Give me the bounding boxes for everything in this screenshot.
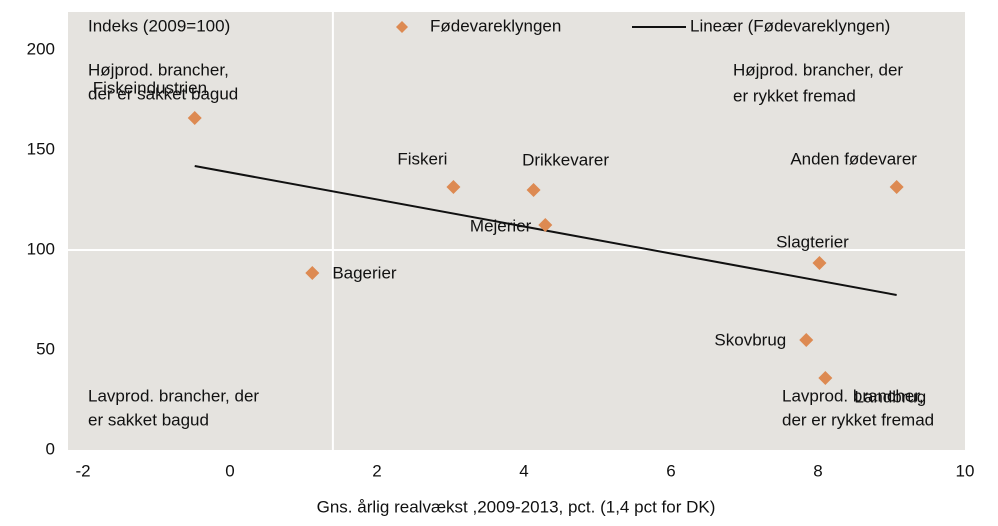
plot-background	[68, 12, 965, 450]
point-label: Drikkevarer	[522, 150, 609, 169]
quadrant-label: Højprod. brancher,	[88, 60, 229, 79]
x-tick-label: 4	[519, 461, 528, 480]
legend-marker	[396, 21, 408, 33]
x-axis-label: Gns. årlig realvækst ,2009-2013, pct. (1…	[317, 497, 716, 516]
y-tick-label: 200	[27, 39, 55, 58]
quadrant-label: Lavprod. brancher, der	[88, 386, 259, 405]
point	[187, 111, 202, 125]
point-label: Bagerier	[332, 263, 397, 282]
point	[526, 183, 541, 197]
quadrant-label: der er sakket bagud	[88, 84, 238, 103]
point	[889, 180, 904, 194]
y-tick-label: 0	[46, 439, 55, 458]
x-tick-label: 0	[225, 461, 234, 480]
point-label: Fiskeri	[397, 149, 447, 168]
legend-label: Fødevareklyngen	[430, 16, 561, 35]
point-label: Slagterier	[776, 232, 849, 251]
y-tick-label: 100	[27, 239, 55, 258]
point-label: Mejerier	[470, 216, 532, 235]
quadrant-label: Lavprod. brancher,	[782, 386, 924, 405]
y-tick-label: 50	[36, 339, 55, 358]
quadrant-label: er rykket fremad	[733, 86, 856, 105]
x-tick-label: 6	[666, 461, 675, 480]
quadrant-label: der er rykket fremad	[782, 410, 934, 429]
point	[538, 218, 553, 232]
x-tick-label: -2	[75, 461, 90, 480]
x-tick-label: 10	[956, 461, 975, 480]
point	[305, 266, 320, 280]
quadrant-label: er sakket bagud	[88, 410, 209, 429]
y-tick-label: 150	[27, 139, 55, 158]
legend-label: Lineær (Fødevareklyngen)	[690, 16, 890, 35]
point-label: Skovbrug	[714, 330, 786, 349]
point	[818, 371, 833, 385]
quadrant-label: Højprod. brancher, der	[733, 60, 903, 79]
x-tick-label: 2	[372, 461, 381, 480]
y-axis-label: Indeks (2009=100)	[88, 16, 230, 35]
point-label: Anden fødevarer	[790, 149, 917, 168]
point	[812, 256, 827, 270]
point	[799, 333, 814, 347]
point-label: Landbrug	[854, 387, 926, 406]
point-label: Fiskeindustrien	[93, 78, 207, 97]
x-tick-label: 8	[813, 461, 822, 480]
point	[446, 180, 461, 194]
